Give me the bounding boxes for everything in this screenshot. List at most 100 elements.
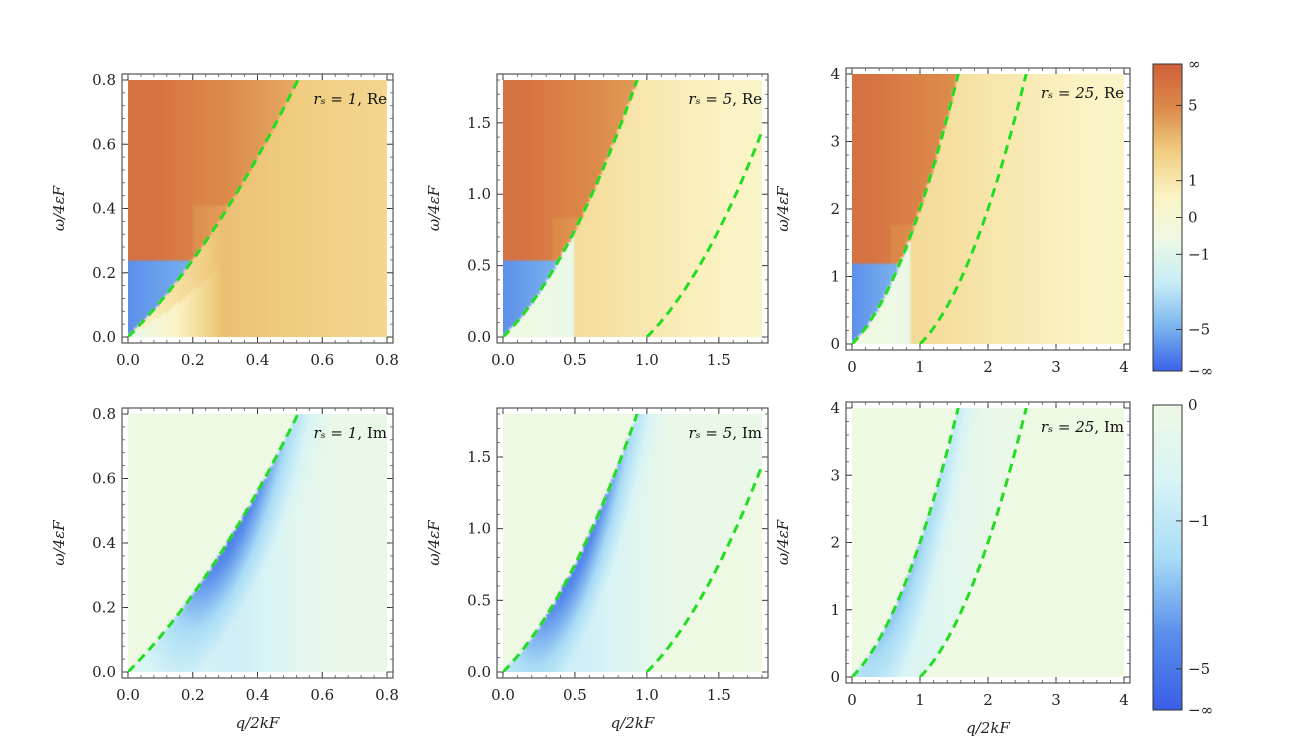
x-tick-label: 0	[847, 691, 857, 709]
y-tick-label: 0.0	[467, 328, 491, 346]
annotation-rs: rₛ = 1	[313, 424, 357, 442]
y-tick-label: 1.0	[467, 520, 491, 538]
colorbar-tick-label: −∞	[1188, 701, 1213, 719]
y-tick-label: 0.0	[467, 663, 491, 681]
colorbar-tick-label: 5	[1188, 96, 1198, 114]
y-tick-label: 0.6	[92, 135, 116, 153]
x-tick-label: 4	[1119, 691, 1129, 709]
boundary-curve-1	[128, 80, 300, 337]
annotation-part: , Im	[1094, 418, 1124, 436]
y-tick-label: 2	[830, 200, 840, 218]
y-tick-label: 0	[830, 335, 840, 353]
x-tick-label: 0.6	[310, 351, 334, 369]
annotation-part: , Re	[357, 90, 387, 108]
y-tick-label: 0.8	[92, 71, 116, 89]
y-tick-label: 3	[830, 466, 840, 484]
annotation-rs: rₛ = 5	[688, 424, 732, 442]
boundary-curve-2	[918, 408, 1028, 677]
y-axis-label: ω/4εF	[774, 519, 792, 565]
y-tick-label: 0.2	[92, 599, 116, 617]
colorbar-tick-label: 1	[1188, 172, 1198, 190]
y-tick-label: 1.5	[467, 114, 491, 132]
annotation-part: , Im	[732, 424, 762, 442]
colorbar-tick-label: ∞	[1188, 55, 1201, 73]
panel-annotation: rₛ = 25, Re	[1041, 84, 1124, 102]
x-tick-label: 1	[915, 358, 925, 376]
annotation-rs: rₛ = 25	[1041, 84, 1094, 102]
y-axis-label: ω/4εF	[425, 520, 443, 566]
y-tick-label: 0.8	[92, 405, 116, 423]
x-tick-label: 0.0	[116, 351, 140, 369]
x-tick-label: 0.2	[181, 686, 205, 704]
x-tick-label: 0.5	[563, 686, 587, 704]
x-axis-label: q/2kF	[966, 719, 1010, 737]
y-axis-label: ω/4εF	[50, 520, 68, 566]
annotation-rs: rₛ = 1	[313, 90, 357, 108]
x-tick-label: 0.0	[116, 686, 140, 704]
heatmap-field	[128, 414, 387, 672]
heatmap-field	[503, 414, 762, 672]
x-tick-label: 0.6	[310, 686, 334, 704]
annotation-part: , Re	[1094, 84, 1124, 102]
y-axis-label: ω/4εF	[774, 186, 792, 232]
annotation-part: , Im	[357, 424, 387, 442]
boundary-curve-1	[128, 414, 300, 672]
boundary-curve-2	[645, 465, 762, 672]
x-tick-label: 1.5	[707, 351, 731, 369]
colorbar-im	[1152, 404, 1183, 711]
boundary-curve-1	[503, 80, 639, 337]
colorbar-tick-label: −5	[1188, 321, 1210, 339]
panel-annotation: rₛ = 5, Re	[688, 90, 762, 108]
y-tick-label: 4	[830, 399, 840, 417]
y-tick-label: 4	[830, 65, 840, 83]
panel-annotation: rₛ = 1, Re	[313, 90, 387, 108]
y-tick-label: 0.5	[467, 257, 491, 275]
x-tick-label: 0.8	[375, 686, 399, 704]
colorbar-tick-label: −1	[1188, 512, 1210, 530]
boundary-curve-2	[918, 74, 1028, 344]
panel-annotation: rₛ = 25, Im	[1041, 418, 1124, 436]
y-tick-label: 0.6	[92, 470, 116, 488]
heatmap-field	[503, 80, 762, 337]
heatmap-field	[128, 80, 387, 337]
y-tick-label: 1.5	[467, 448, 491, 466]
panel-annotation: rₛ = 1, Im	[313, 424, 387, 442]
annotation-rs: rₛ = 5	[688, 90, 732, 108]
y-tick-label: 0.4	[92, 534, 116, 552]
y-tick-label: 0.4	[92, 200, 116, 218]
panel-annotation: rₛ = 5, Im	[688, 424, 762, 442]
x-tick-label: 0.4	[246, 686, 270, 704]
y-tick-label: 0.2	[92, 264, 116, 282]
x-tick-label: 1.0	[635, 351, 659, 369]
x-tick-label: 2	[983, 358, 993, 376]
colorbar-tick-label: −∞	[1188, 362, 1213, 380]
colorbar-tick-label: −5	[1188, 660, 1210, 678]
y-axis-label: ω/4εF	[425, 185, 443, 231]
annotation-rs: rₛ = 25	[1041, 418, 1094, 436]
x-tick-label: 2	[983, 691, 993, 709]
x-tick-label: 0.2	[181, 351, 205, 369]
y-tick-label: 1.0	[467, 185, 491, 203]
x-tick-label: 1.0	[635, 686, 659, 704]
colorbar-tick-label: −1	[1188, 245, 1210, 263]
y-tick-label: 0.0	[92, 663, 116, 681]
x-tick-label: 4	[1119, 358, 1129, 376]
y-tick-label: 2	[830, 534, 840, 552]
y-tick-label: 0	[830, 668, 840, 686]
x-tick-label: 0.5	[563, 351, 587, 369]
colorbar-tick-label: 0	[1188, 209, 1198, 227]
y-tick-label: 1	[830, 268, 840, 286]
x-tick-label: 0.4	[246, 351, 270, 369]
x-axis-label: q/2kF	[236, 714, 280, 732]
x-tick-label: 0.0	[491, 351, 515, 369]
y-tick-label: 0.0	[92, 328, 116, 346]
y-tick-label: 3	[830, 133, 840, 151]
annotation-part: , Re	[732, 90, 762, 108]
colorbar-tick-label: 0	[1188, 396, 1198, 414]
y-axis-label: ω/4εF	[50, 185, 68, 231]
x-axis-label: q/2kF	[611, 714, 655, 732]
x-tick-label: 0.8	[375, 351, 399, 369]
x-tick-label: 1.5	[707, 686, 731, 704]
boundary-curve-2	[645, 130, 762, 337]
